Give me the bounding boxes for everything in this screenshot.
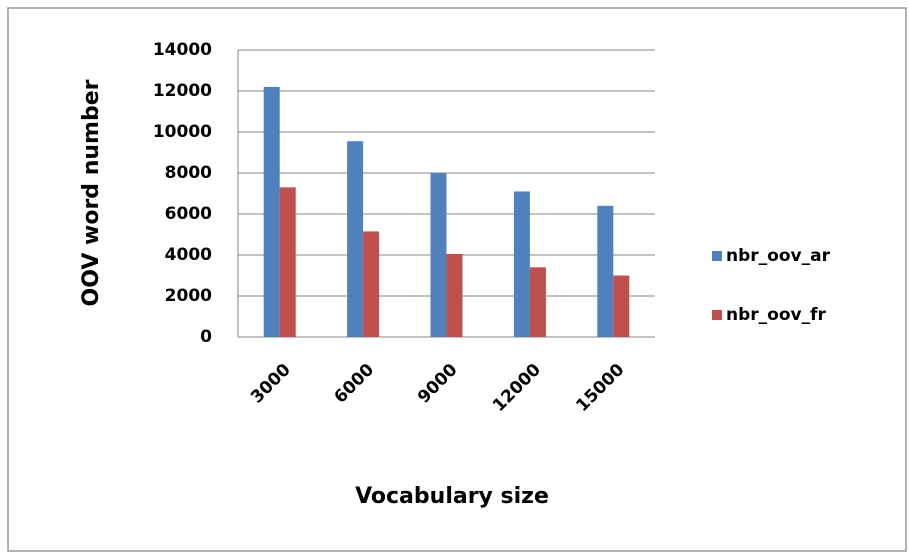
y-tick-label: 12000 bbox=[153, 81, 212, 101]
legend-swatch bbox=[712, 310, 722, 320]
legend-swatch bbox=[712, 251, 722, 261]
y-tick-label: 0 bbox=[200, 327, 212, 347]
bar bbox=[613, 275, 630, 337]
bar bbox=[446, 253, 463, 337]
x-axis-title: Vocabulary size bbox=[355, 484, 549, 509]
y-tick-label: 8000 bbox=[165, 163, 212, 183]
bar bbox=[263, 86, 280, 338]
bar bbox=[279, 187, 296, 337]
y-tick-label: 14000 bbox=[153, 40, 212, 60]
bar bbox=[363, 231, 380, 337]
y-tick-label: 2000 bbox=[165, 286, 212, 306]
legend-label: nbr_oov_ar bbox=[726, 246, 831, 266]
bar bbox=[430, 173, 447, 337]
legend-label: nbr_oov_fr bbox=[726, 305, 826, 325]
bar bbox=[597, 205, 614, 337]
y-tick-label: 4000 bbox=[165, 245, 212, 265]
bar bbox=[513, 191, 530, 337]
y-axis-title: OOV word number bbox=[79, 79, 104, 306]
y-tick-label: 10000 bbox=[153, 122, 212, 142]
y-tick-label: 6000 bbox=[165, 204, 212, 224]
bar bbox=[347, 141, 364, 337]
bar bbox=[529, 267, 546, 337]
